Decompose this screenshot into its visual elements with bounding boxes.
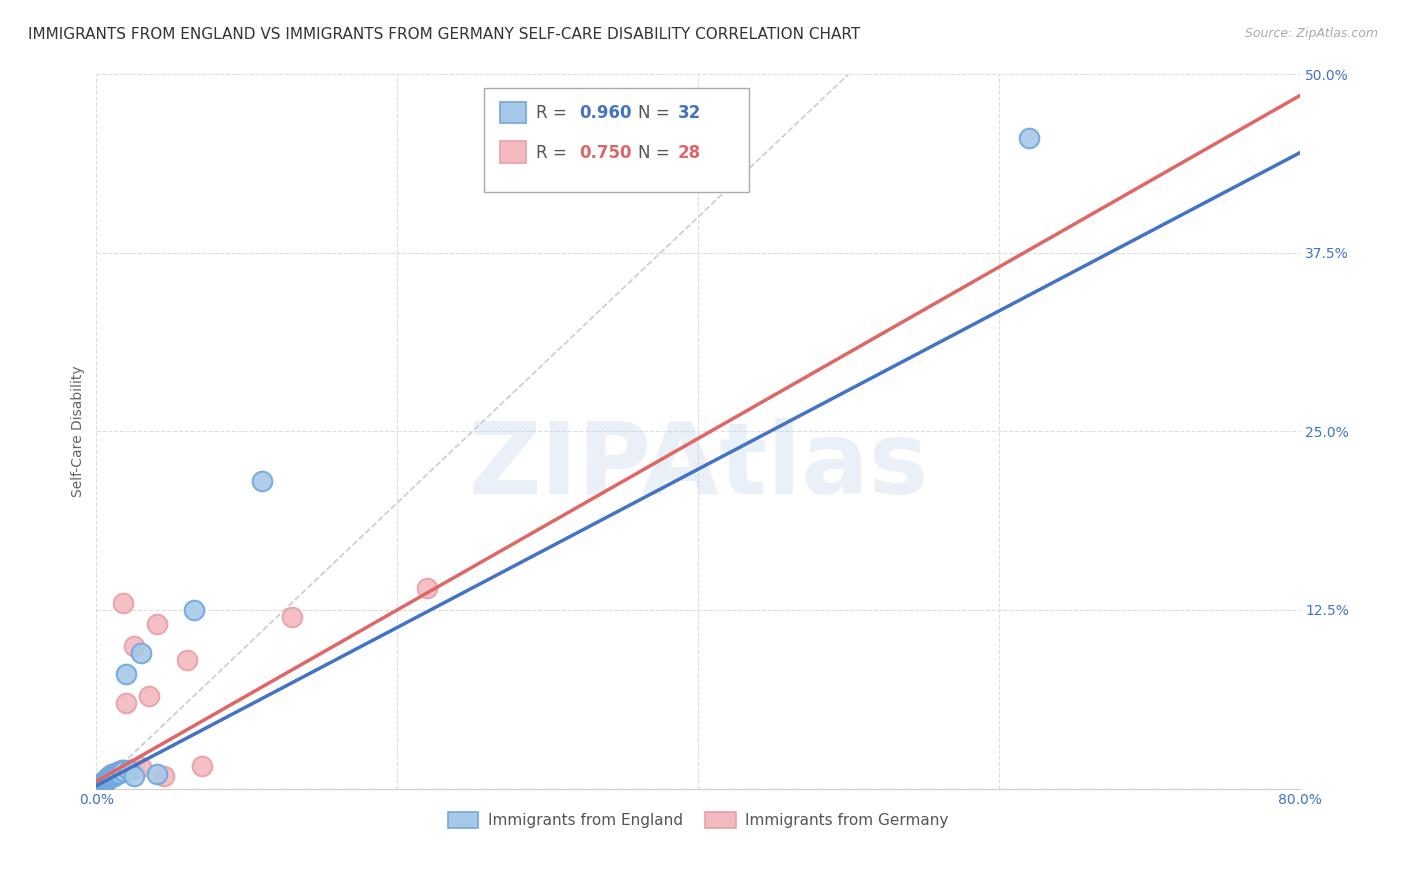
FancyBboxPatch shape bbox=[499, 102, 526, 123]
Point bbox=[107, 767, 129, 781]
FancyBboxPatch shape bbox=[499, 141, 526, 162]
Point bbox=[90, 779, 112, 793]
Point bbox=[108, 764, 131, 779]
Point bbox=[98, 770, 121, 784]
Point bbox=[1018, 131, 1040, 145]
Point bbox=[145, 617, 167, 632]
Point bbox=[93, 774, 115, 789]
Text: R =: R = bbox=[536, 144, 572, 161]
Point bbox=[115, 667, 138, 681]
Text: N =: N = bbox=[638, 104, 675, 122]
Point bbox=[96, 772, 118, 787]
Text: ZIPAtlas: ZIPAtlas bbox=[468, 418, 928, 516]
Point bbox=[93, 776, 115, 790]
Point bbox=[103, 765, 125, 780]
Point bbox=[122, 639, 145, 653]
Point bbox=[131, 760, 153, 774]
Point bbox=[100, 770, 122, 784]
Point bbox=[115, 696, 138, 710]
Point bbox=[91, 777, 114, 791]
Point bbox=[96, 772, 118, 787]
Point bbox=[93, 776, 115, 790]
Point bbox=[108, 765, 131, 780]
Point bbox=[94, 772, 117, 787]
Point bbox=[96, 772, 118, 786]
Point bbox=[97, 770, 120, 784]
Point bbox=[89, 777, 111, 791]
Point bbox=[98, 770, 121, 784]
Text: 32: 32 bbox=[678, 104, 702, 122]
Point bbox=[153, 769, 176, 783]
Point bbox=[97, 772, 120, 786]
Point bbox=[145, 767, 167, 781]
Point bbox=[111, 763, 134, 777]
Point bbox=[91, 776, 114, 790]
Text: 0.750: 0.750 bbox=[579, 144, 631, 161]
Point bbox=[112, 596, 135, 610]
Point bbox=[100, 769, 122, 783]
Point bbox=[118, 763, 141, 777]
Point bbox=[131, 646, 153, 660]
Text: 0.960: 0.960 bbox=[579, 104, 631, 122]
Point bbox=[91, 776, 114, 790]
Text: Source: ZipAtlas.com: Source: ZipAtlas.com bbox=[1244, 27, 1378, 40]
Point bbox=[90, 777, 112, 791]
Point bbox=[103, 767, 125, 781]
Text: IMMIGRANTS FROM ENGLAND VS IMMIGRANTS FROM GERMANY SELF-CARE DISABILITY CORRELAT: IMMIGRANTS FROM ENGLAND VS IMMIGRANTS FR… bbox=[28, 27, 860, 42]
Text: 28: 28 bbox=[678, 144, 700, 161]
Point bbox=[281, 610, 304, 624]
Point bbox=[101, 767, 124, 781]
Y-axis label: Self-Care Disability: Self-Care Disability bbox=[72, 366, 86, 497]
Point bbox=[122, 762, 145, 776]
Point bbox=[89, 777, 111, 791]
Point bbox=[94, 774, 117, 789]
Point bbox=[93, 774, 115, 789]
Point bbox=[103, 769, 125, 783]
Point bbox=[98, 769, 121, 783]
Legend: Immigrants from England, Immigrants from Germany: Immigrants from England, Immigrants from… bbox=[441, 806, 955, 835]
Point bbox=[112, 764, 135, 779]
Point bbox=[97, 772, 120, 786]
Point bbox=[97, 770, 120, 784]
Text: R =: R = bbox=[536, 104, 572, 122]
Point bbox=[94, 774, 117, 789]
Point bbox=[112, 763, 135, 777]
Point bbox=[104, 765, 127, 780]
Point bbox=[100, 767, 122, 781]
Text: N =: N = bbox=[638, 144, 675, 161]
Point bbox=[122, 769, 145, 783]
Point bbox=[96, 772, 118, 786]
FancyBboxPatch shape bbox=[484, 88, 749, 192]
Point bbox=[183, 603, 205, 617]
Point bbox=[176, 653, 198, 667]
Point bbox=[100, 769, 122, 783]
Point bbox=[138, 689, 160, 703]
Point bbox=[190, 758, 212, 772]
Point bbox=[416, 582, 439, 596]
Point bbox=[250, 475, 273, 489]
